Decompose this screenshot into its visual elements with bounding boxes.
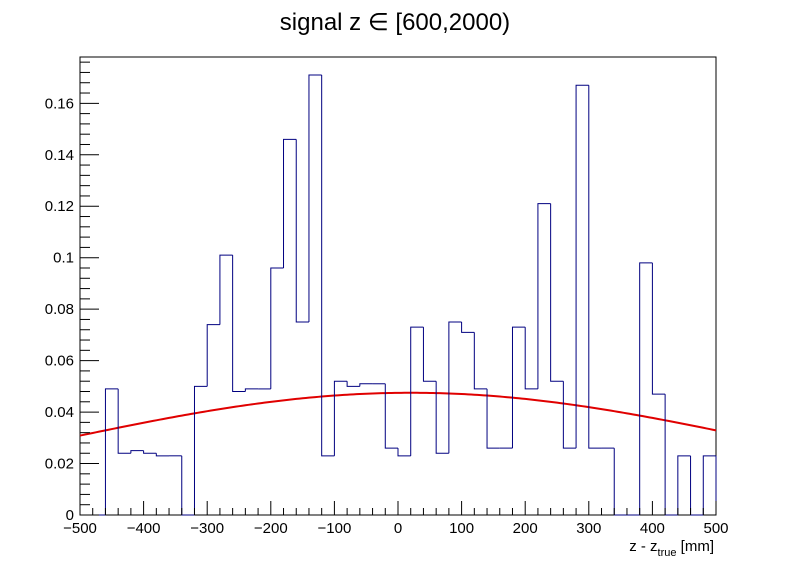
histogram-bin [677,455,691,515]
histogram-bin [562,381,577,449]
x-tick-label: 400 [640,520,665,537]
histogram-bin [550,203,564,382]
y-tick-label: 0.04 [45,404,74,421]
histogram-bin [206,324,220,387]
histogram-bin [486,388,500,449]
histogram-bin [270,267,284,389]
histogram-bin [283,138,297,268]
fit-curve-layer [79,391,717,437]
histogram-bin [448,321,462,454]
x-axis-title-subscript: true [658,547,677,559]
histogram-bin [181,455,195,516]
histogram-layer [80,74,717,516]
histogram-bin [193,385,208,515]
fit-curve [79,391,717,437]
histogram-bin [104,388,119,515]
x-tick-label: −100 [318,520,352,537]
histogram-bin [321,75,335,457]
histogram-bin [219,254,233,325]
histogram-bin [333,380,348,456]
x-tick-label: −200 [254,520,288,537]
y-tick-label: 0 [66,507,74,524]
histogram-bin [575,84,589,449]
histogram-bin [524,327,538,390]
histogram-bin [130,450,144,454]
histogram-bin [511,326,526,449]
x-axis-title: z - ztrue [mm] [629,538,714,559]
histogram-bin [651,262,666,395]
x-tick-label: −400 [127,520,161,537]
histogram-bin [155,453,170,457]
x-tick-label: −500 [63,520,97,537]
histogram-bin [473,332,488,390]
x-tick-label: −300 [190,520,224,537]
y-tick-label: 0.06 [45,353,74,370]
chart-title: signal z ∈ [600,2000) [280,9,510,36]
histogram-bin [435,381,449,454]
y-tick-label: 0.08 [45,301,74,318]
x-tick-label: 300 [576,520,601,537]
histogram-bin [232,255,246,392]
histogram-bin [308,74,322,323]
histogram-bin [664,394,678,516]
x-axis-title-unit: [mm] [677,538,715,555]
x-axis-title-main: z - z [629,538,657,555]
x-axis: −500 −400 −300 −200 −100 0 100 200 300 400 500 [63,501,729,537]
histogram-bin [461,322,475,333]
histogram-bin [422,327,437,382]
y-tick-label: 0.14 [45,147,74,164]
histogram-bin [359,383,373,387]
y-tick-label: 0.1 [53,250,74,267]
histogram-bin [244,388,259,392]
histogram-bin [639,262,653,515]
y-tick-label: 0.16 [45,95,74,112]
y-tick-label: 0.12 [45,198,74,215]
x-tick-label: 0 [394,520,402,537]
histogram-bin [537,203,551,389]
histogram-bin [384,383,398,449]
y-axis: 0 0.02 0.04 0.06 0.08 0.1 0.12 0.14 0.16 [45,61,99,524]
histogram-bin [613,448,627,516]
histogram-bin [143,450,157,454]
y-tick-label: 0.02 [45,456,74,473]
histogram-bin [397,448,411,457]
x-tick-label: 100 [449,520,474,537]
x-tick-label: 200 [513,520,538,537]
histogram-bin [588,85,602,449]
histogram-bin [346,381,360,387]
histogram-bin [295,139,309,323]
histogram-bin [702,455,716,515]
histogram-bin [117,388,131,454]
histogram-bin [690,455,704,516]
histogram-bin [410,326,424,456]
x-tick-label: 500 [703,520,728,537]
plot-frame [79,56,717,516]
